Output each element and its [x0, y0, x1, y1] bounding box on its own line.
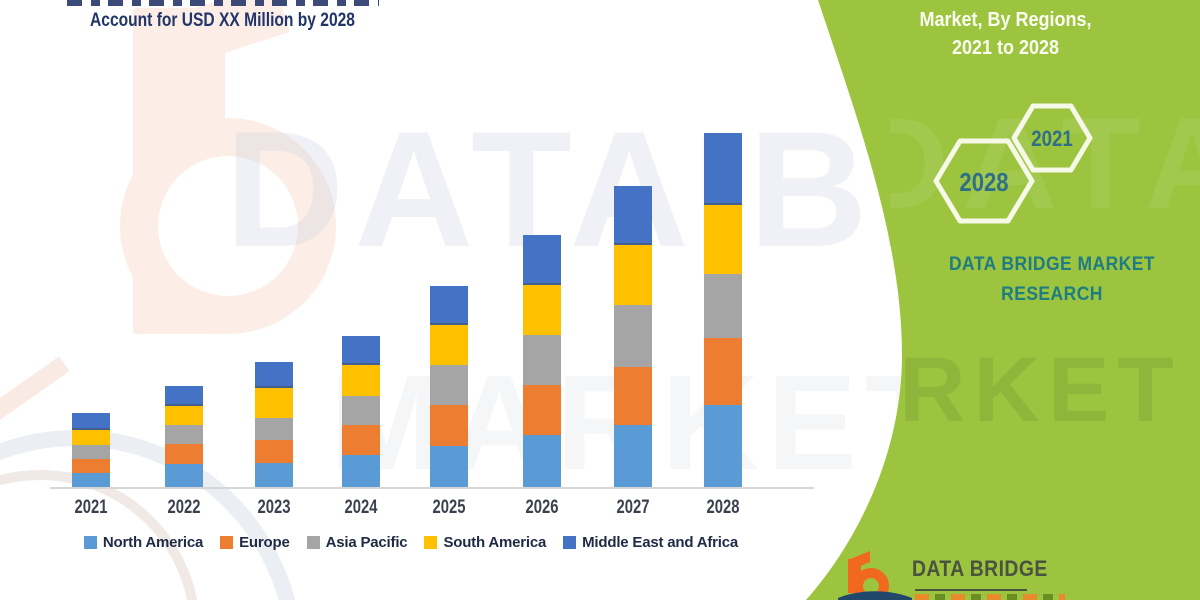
bar-segment-south-america: [255, 388, 293, 418]
brand-text-line1: DATA BRIDGE MARKET: [948, 254, 1156, 275]
green-watermark-text-upper: DATA BRIDGE: [890, 90, 1200, 236]
bar-segment-asia-pacific: [430, 365, 468, 405]
bar-segment-asia-pacific: [255, 418, 293, 440]
hexagon-2028-label: 2028: [959, 167, 1009, 197]
bar-segment-south-america: [165, 406, 203, 425]
x-axis-label: 2026: [525, 497, 559, 518]
bar-segment-middle-east-and-africa: [255, 362, 293, 388]
bar-segment-asia-pacific: [614, 305, 652, 367]
legend-swatch-icon: [220, 536, 234, 549]
banner-heading-line1: Market, By Regions,: [919, 9, 1092, 31]
green-watermark-text-lower: MARKET RESEARCH: [890, 339, 1200, 441]
chart-title-clipped-line: [66, 0, 379, 6]
banner-heading-line2: 2021 to 2028: [951, 37, 1060, 59]
legend-swatch-icon: [83, 536, 97, 549]
x-axis-label: 2023: [257, 497, 291, 518]
legend-swatch-icon: [563, 536, 577, 549]
bar-segment-middle-east-and-africa: [704, 133, 742, 205]
footer-subtext-clipped: [915, 594, 1065, 600]
legend-item-asia-pacific: Asia Pacific: [306, 534, 408, 551]
legend-label: North America: [102, 534, 204, 551]
bar-segment-middle-east-and-africa: [342, 336, 380, 365]
bar-segment-asia-pacific: [342, 396, 380, 425]
hexagon-2021-label: 2021: [1031, 126, 1073, 151]
hexagon-2021-icon: [1011, 103, 1093, 173]
bar-segment-north-america: [523, 435, 561, 487]
bar-segment-asia-pacific: [523, 335, 561, 385]
legend-item-europe: Europe: [220, 534, 290, 551]
watermark-logo-hole: [158, 156, 298, 296]
bar-segment-europe: [704, 338, 742, 405]
bar-2021: [72, 413, 110, 487]
x-axis-label: 2022: [167, 497, 201, 518]
footer-brand-underline: [915, 589, 1027, 591]
bar-segment-north-america: [72, 473, 110, 487]
bar-segment-south-america: [430, 325, 468, 365]
bar-segment-middle-east-and-africa: [165, 386, 203, 406]
bar-segment-north-america: [255, 463, 293, 487]
bar-segment-europe: [165, 444, 203, 464]
legend-label: South America: [443, 534, 547, 551]
bar-segment-europe: [72, 459, 110, 473]
bar-segment-asia-pacific: [72, 445, 110, 459]
legend-item-middle-east-and-africa: Middle East and Africa: [563, 534, 738, 551]
legend-label: Europe: [239, 534, 290, 551]
green-watermark-clip: DATA BRIDGE MARKET RESEARCH: [890, 0, 1200, 600]
chart-title-block: Account for USD XX Million by 2028: [45, 0, 400, 32]
bar-segment-north-america: [430, 446, 468, 487]
bar-segment-south-america: [523, 285, 561, 335]
bar-2026: [523, 235, 561, 487]
bar-segment-europe: [523, 385, 561, 435]
chart-title: Account for USD XX Million by 2028: [90, 10, 355, 31]
bar-segment-europe: [342, 425, 380, 455]
footer-brand-text: DATA BRIDGE: [912, 556, 1048, 581]
legend-item-south-america: South America: [424, 534, 546, 551]
legend-swatch-icon: [306, 536, 320, 549]
legend-label: Middle East and Africa: [582, 534, 739, 551]
bar-segment-europe: [430, 405, 468, 446]
bar-segment-asia-pacific: [165, 425, 203, 444]
banner-heading: Market, By Regions, 2021 to 2028: [891, 6, 1121, 62]
data-bridge-logo-icon: [838, 551, 912, 600]
bar-segment-north-america: [342, 455, 380, 487]
legend-label: Asia Pacific: [325, 534, 408, 551]
bar-segment-middle-east-and-africa: [72, 413, 110, 430]
brand-text-line2: RESEARCH: [1001, 284, 1103, 306]
chart-legend: North America Europe Asia Pacific South Ame…: [28, 534, 794, 551]
bar-segment-europe: [255, 440, 293, 463]
bar-segment-north-america: [614, 425, 652, 487]
x-axis-label: 2024: [344, 497, 378, 518]
legend-swatch-icon: [424, 536, 438, 549]
stacked-bar-chart: [50, 117, 814, 489]
legend-item-north-america: North America: [83, 534, 204, 551]
bar-segment-north-america: [165, 464, 203, 487]
bar-segment-asia-pacific: [704, 274, 742, 338]
x-axis-label: 2021: [74, 497, 108, 518]
bar-segment-middle-east-and-africa: [523, 235, 561, 285]
bar-segment-south-america: [704, 205, 742, 274]
bar-segment-europe: [614, 367, 652, 425]
x-axis-label: 2027: [616, 497, 650, 518]
bar-segment-north-america: [704, 405, 742, 487]
x-axis: 2021 2022 2023 2024 2025 2026 2027 2028: [50, 497, 814, 521]
bar-segment-south-america: [342, 365, 380, 396]
bar-2024: [342, 336, 380, 487]
bar-segment-south-america: [614, 245, 652, 305]
bar-2023: [255, 362, 293, 487]
bar-2027: [614, 186, 652, 487]
bar-segment-middle-east-and-africa: [614, 186, 652, 245]
x-axis-label: 2025: [432, 497, 466, 518]
bar-2022: [165, 386, 203, 487]
x-axis-label: 2028: [706, 497, 740, 518]
hexagon-2028-icon: [933, 138, 1035, 224]
bar-2025: [430, 286, 468, 487]
brand-text: DATA BRIDGE MARKET RESEARCH: [929, 250, 1176, 311]
bar-segment-south-america: [72, 430, 110, 445]
bar-segment-middle-east-and-africa: [430, 286, 468, 325]
bar-2028: [704, 133, 742, 487]
